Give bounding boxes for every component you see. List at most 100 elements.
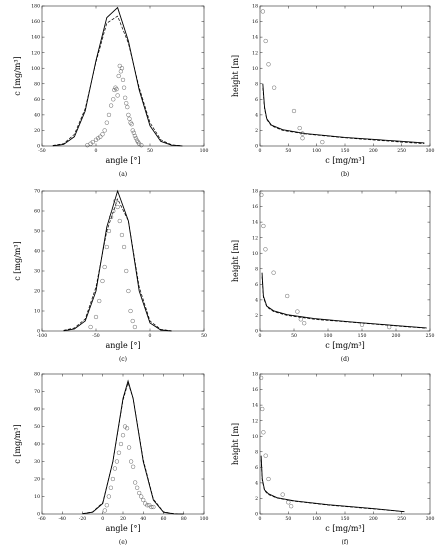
data-marker [108,485,113,490]
y-tick-label: 40 [34,249,40,255]
data-marker [129,122,134,127]
x-tick-label: 200 [392,333,401,339]
data-marker [88,141,93,146]
data-marker [121,85,127,90]
y-tick-label: 8 [255,81,258,87]
panel-label: (e) [119,539,127,546]
data-marker [114,459,120,464]
data-marker [127,116,132,121]
y-tick-label: 100 [31,66,40,72]
y-tick-label: 60 [34,209,40,215]
data-marker [139,494,144,499]
data-marker [259,375,264,381]
data-marker [119,66,125,71]
data-marker [116,450,122,455]
x-tick-label: 300 [426,516,435,522]
y-tick-label: 10 [252,66,258,72]
data-marker [145,503,150,508]
data-marker [271,270,276,275]
y-tick-label: 40 [34,442,40,448]
panel-label: (d) [341,356,350,363]
y-tick-label: 20 [34,128,40,134]
y-tick-label: 4 [255,480,258,486]
data-marker [97,298,102,304]
data-marker [131,130,136,135]
plot-frame [259,5,431,147]
y-tick-label: 0 [37,144,40,150]
y-tick-label: 12 [252,235,258,241]
solid-series-line [262,83,425,144]
data-marker [286,500,291,505]
solid-series-line [63,189,172,332]
y-tick-label: 16 [252,19,258,25]
data-marker [272,85,277,90]
x-tick-label: 0 [149,333,152,339]
x-tick-label: 50 [291,333,297,339]
data-marker [104,244,109,250]
data-marker [261,430,266,435]
x-axis-label: angle [°] [105,524,140,533]
data-marker [302,321,307,326]
x-tick-label: -50 [92,333,99,339]
x-tick-label: 50 [285,516,291,522]
x-tick-label: 100 [200,148,209,154]
data-marker [126,445,132,450]
y-tick-label: 6 [255,282,258,288]
y-tick-label: 0 [255,512,258,518]
x-tick-label: 250 [426,333,435,339]
data-marker [102,128,107,133]
data-marker [141,497,146,503]
data-marker [297,125,302,131]
x-axis-label: angle [°] [105,341,140,350]
data-marker [106,228,112,234]
data-marker [151,504,156,510]
panel-label: (a) [119,171,127,178]
data-marker [295,309,300,314]
data-marker [124,101,129,106]
data-marker [112,87,117,93]
data-marker [111,97,116,102]
y-tick-label: 8 [255,449,258,455]
panel-2: 0 50 100 150 200 250 300 0 2 4 6 8 10 12 14 16 18 (b) [252,4,434,178]
x-tick-label: 100 [324,333,333,339]
y-tick-label: 0 [37,512,40,518]
panel-label: (c) [119,356,127,363]
data-marker [118,441,124,447]
data-marker [137,141,142,146]
panel-4: 0 50 100 150 200 250 0 2 4 6 8 10 12 14 16 18 (d) [252,189,434,363]
data-marker [135,485,140,490]
x-tick-label: 50 [201,333,207,339]
x-tick-label: 200 [369,516,378,522]
y-tick-label: 40 [34,112,40,118]
data-marker [117,218,122,224]
data-marker [120,433,126,438]
y-tick-label: 10 [34,309,40,315]
solid-series-line [82,379,184,515]
x-tick-label: 50 [147,148,153,154]
data-marker [93,314,99,320]
x-tick-label: 250 [397,148,406,154]
x-tick-label: 60 [161,516,167,522]
x-tick-label: 0 [95,148,98,154]
data-marker [106,112,112,118]
y-tick-label: 50 [34,229,40,235]
y-axis-label: height [m] [231,240,240,282]
data-marker [130,128,135,133]
solid-series-line [260,455,405,513]
plot-frame [259,373,431,515]
x-tick-label: 0 [259,516,262,522]
y-tick-label: 8 [255,266,258,272]
y-tick-label: 18 [252,189,258,195]
x-axis-label: c [mg/m³] [325,341,364,350]
data-marker [259,192,264,198]
y-tick-label: 12 [252,50,258,56]
data-marker [137,490,142,496]
y-tick-label: 180 [31,4,40,10]
y-tick-label: 4 [255,297,258,303]
data-marker [102,508,107,513]
data-marker [111,208,116,214]
data-marker [260,406,265,412]
data-marker [149,504,154,510]
x-tick-label: 150 [358,333,367,339]
